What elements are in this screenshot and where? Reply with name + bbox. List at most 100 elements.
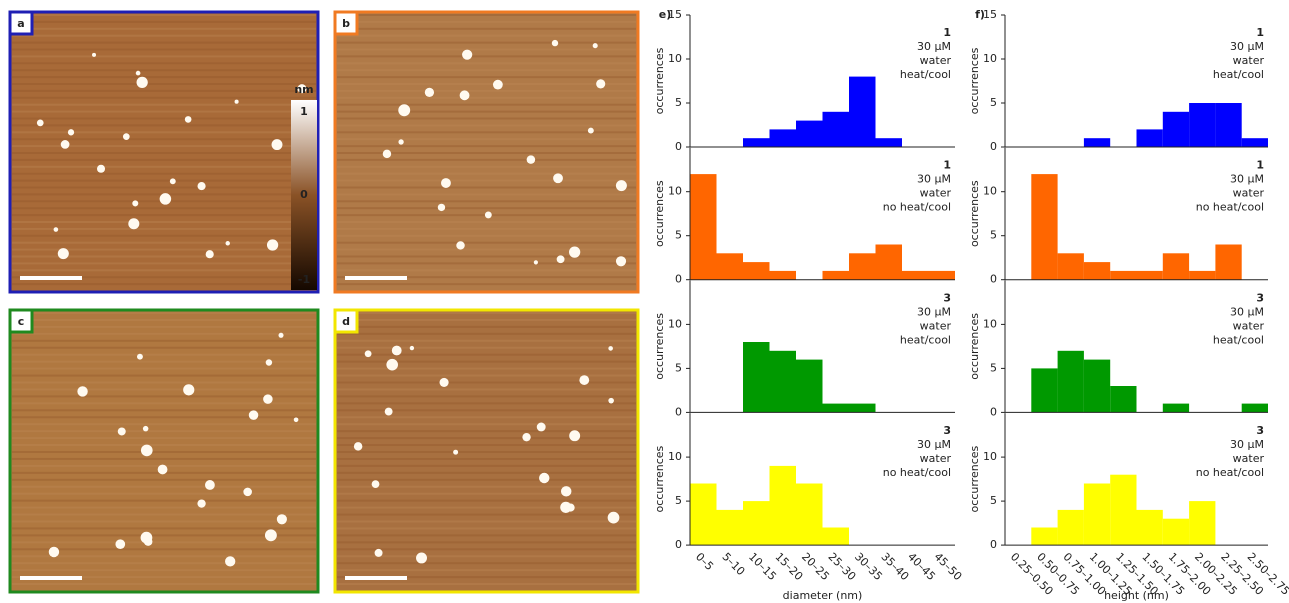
y-tick-label: 5 [990, 361, 997, 374]
y-tick-label: 5 [990, 494, 997, 507]
particle [533, 260, 538, 265]
y-axis-label: occurrences [653, 47, 666, 114]
x-tick-label: 10–15 [746, 550, 779, 583]
particle [409, 345, 415, 351]
texture [12, 27, 316, 30]
texture [12, 555, 316, 558]
particle [382, 149, 392, 159]
particle [183, 384, 195, 396]
particle [386, 358, 398, 371]
texture [337, 318, 636, 321]
y-tick-label: 15 [983, 8, 997, 21]
bar [1057, 350, 1084, 413]
bar [1110, 270, 1137, 280]
texture [12, 548, 316, 551]
particle [234, 99, 239, 104]
scale-bar [20, 276, 82, 280]
bar [822, 527, 849, 546]
particle [140, 444, 153, 457]
texture [337, 131, 636, 134]
bar [716, 509, 743, 546]
bar [849, 403, 876, 413]
texture [337, 124, 636, 127]
particle [615, 180, 627, 192]
texture [337, 110, 636, 113]
bar [1083, 138, 1111, 147]
texture [12, 165, 316, 168]
texture [12, 207, 316, 210]
annotation: 3 [1256, 291, 1264, 304]
y-tick-label: 15 [668, 8, 682, 21]
particle [615, 256, 627, 267]
bar [796, 483, 823, 546]
texture [337, 165, 636, 168]
particle [592, 43, 598, 49]
texture [337, 172, 636, 175]
particle [263, 394, 273, 404]
texture [337, 485, 636, 488]
texture [337, 416, 636, 419]
particle [48, 546, 60, 558]
bar [769, 350, 796, 413]
texture [337, 248, 636, 251]
texture [337, 381, 636, 384]
bar [875, 138, 902, 147]
afm-image [8, 308, 320, 594]
particle [437, 203, 446, 212]
particle [374, 548, 383, 557]
particle [607, 511, 620, 524]
texture [12, 103, 316, 106]
texture [337, 14, 636, 16]
x-tick-label: 20–25 [799, 550, 832, 583]
particle [136, 76, 148, 88]
texture [337, 409, 636, 412]
texture [337, 83, 636, 85]
annotation: heat/cool [1213, 333, 1264, 346]
bar [769, 129, 796, 147]
bar [1110, 474, 1137, 546]
bar [822, 270, 849, 280]
particle [587, 127, 594, 134]
texture [337, 360, 636, 363]
texture [337, 89, 636, 92]
annotation: no heat/cool [883, 201, 951, 214]
bar [1057, 253, 1084, 280]
particle [462, 49, 473, 60]
particle [364, 350, 372, 358]
y-tick-label: 10 [668, 185, 682, 198]
bar [1136, 129, 1163, 147]
particle [184, 116, 192, 123]
annotation: 30 μM [1230, 40, 1264, 53]
panel-label: a [17, 17, 24, 30]
bar [743, 138, 770, 147]
particle [159, 193, 172, 205]
texture [12, 409, 316, 412]
particle [536, 422, 546, 432]
texture [12, 485, 316, 488]
texture [12, 346, 316, 349]
texture [337, 576, 636, 579]
afm-image [8, 10, 320, 294]
texture [337, 96, 636, 99]
x-tick-label: 15–20 [773, 550, 806, 583]
particle [204, 480, 215, 490]
bar [1189, 270, 1216, 280]
texture [12, 179, 316, 182]
annotation: 3 [943, 424, 951, 437]
bar [1215, 103, 1242, 147]
y-axis-label: occurrences [968, 180, 981, 247]
texture [337, 346, 636, 349]
texture [337, 583, 636, 586]
particle [459, 90, 470, 101]
y-tick-label: 0 [990, 538, 997, 551]
particle [297, 84, 307, 94]
y-tick-label: 10 [983, 185, 997, 198]
particle [441, 178, 451, 188]
texture [12, 145, 316, 148]
annotation: water [1233, 319, 1265, 332]
texture [12, 353, 316, 356]
texture [12, 513, 316, 516]
bar [1136, 509, 1163, 546]
texture [337, 562, 636, 565]
texture [12, 20, 316, 23]
